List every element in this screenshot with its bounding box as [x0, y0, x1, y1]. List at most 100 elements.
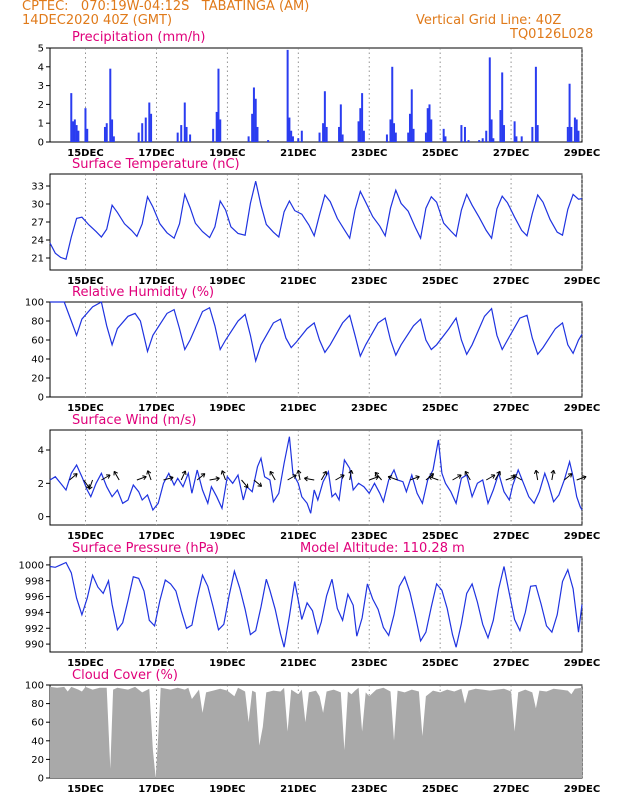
x-tick-label: 25DEC — [422, 784, 458, 795]
wind-arrow — [348, 469, 354, 481]
wind-arrow — [452, 474, 462, 481]
panel-cloud-cover: 15DEC 17DEC 19DEC 21DEC 23DEC 25DEC 27DEC 29DEC… — [25, 668, 600, 795]
wind-arrow — [374, 471, 382, 481]
wind-arrow — [335, 474, 345, 481]
x-tick-label: 19DEC — [209, 531, 245, 542]
precip-bar — [77, 130, 80, 142]
precip-bar — [412, 128, 415, 142]
precip-bar — [520, 136, 523, 142]
plot-frame — [49, 301, 583, 398]
x-tick-label: 27DEC — [493, 148, 529, 159]
wind-arrow — [428, 475, 439, 481]
wind-line — [49, 436, 583, 514]
precip-bar — [391, 66, 394, 142]
x-tick-label: 25DEC — [422, 276, 458, 287]
x-tick-label: 27DEC — [493, 658, 529, 669]
precip-bar — [566, 126, 569, 142]
precip-bar — [300, 130, 303, 142]
wind-arrow — [464, 470, 471, 481]
precip-bar — [536, 125, 539, 142]
wind-arrow — [269, 470, 276, 481]
precip-bar — [322, 123, 325, 142]
wind-arrow — [369, 475, 379, 481]
precip-bar — [325, 126, 328, 142]
x-tick-label: 23DEC — [351, 276, 387, 287]
precip-bar — [290, 130, 293, 142]
wind-arrow — [101, 474, 111, 481]
precipitation-title: Precipitation (mm/h) — [72, 30, 205, 45]
precip-bar — [112, 136, 115, 142]
x-tick-label: 23DEC — [351, 784, 387, 795]
precip-bar — [499, 110, 502, 142]
x-tick-label: 23DEC — [351, 148, 387, 159]
precip-bar — [105, 123, 108, 142]
wind-arrow — [533, 469, 539, 481]
precip-bar — [513, 121, 516, 142]
y-tick-label: 0 — [38, 138, 44, 149]
y-tick-label: 20 — [31, 755, 44, 766]
pressure-line — [49, 561, 583, 648]
x-tick-label: 17DEC — [138, 276, 174, 287]
y-tick-label: 990 — [25, 640, 44, 651]
plot-frame — [49, 173, 583, 271]
precip-bar — [176, 132, 179, 142]
wind-arrow — [409, 475, 420, 481]
header-location: CPTEC: 070:19W-04:12S TABATINGA (AM) — [22, 0, 310, 14]
y-tick-label: 80 — [31, 317, 44, 328]
precip-bar — [444, 136, 447, 142]
wind-arrow — [209, 476, 220, 482]
y-tick-label: 2 — [38, 100, 44, 111]
y-tick-label: 5 — [38, 44, 44, 55]
y-tick-label: 100 — [25, 681, 44, 692]
precip-bar — [573, 117, 576, 142]
wind-arrow — [576, 475, 587, 481]
y-tick-label: 100 — [25, 298, 44, 309]
precip-bar — [217, 68, 220, 142]
wind-arrow — [387, 475, 398, 481]
x-tick-label: 15DEC — [67, 148, 103, 159]
precip-bar — [72, 121, 75, 142]
x-tick-label: 21DEC — [280, 276, 316, 287]
model-altitude-label: Model Altitude: 110.28 m — [300, 541, 465, 556]
y-tick-label: 1 — [38, 119, 44, 130]
x-tick-label: 27DEC — [493, 784, 529, 795]
precip-bar — [463, 126, 466, 142]
x-tick-label: 23DEC — [351, 658, 387, 669]
x-tick-label: 23DEC — [351, 403, 387, 414]
precip-bar — [185, 126, 188, 142]
precip-bar — [212, 128, 215, 142]
header-model-code: TQ0126L028 — [510, 27, 594, 42]
x-tick-label: 21DEC — [280, 658, 316, 669]
wind-arrow — [241, 479, 249, 489]
x-tick-label: 23DEC — [351, 531, 387, 542]
plot-frame — [49, 47, 583, 143]
y-tick-label: 24 — [31, 236, 44, 247]
wind-arrow — [180, 470, 187, 481]
y-tick-label: 994 — [25, 608, 44, 619]
wind-arrow — [563, 473, 573, 481]
wind-arrow — [287, 474, 297, 481]
humidity-line — [50, 301, 583, 364]
precip-bar — [389, 119, 392, 142]
precip-bar — [428, 104, 431, 142]
x-tick-label: 15DEC — [67, 403, 103, 414]
precip-bar — [148, 102, 151, 142]
precip-bar — [70, 93, 73, 142]
x-tick-label: 29DEC — [564, 784, 600, 795]
precip-bar — [385, 134, 388, 142]
precip-bar — [577, 130, 580, 142]
precip-bar — [323, 91, 326, 142]
cloud-cover-area — [50, 686, 582, 778]
x-tick-label: 27DEC — [493, 531, 529, 542]
y-tick-label: 1000 — [19, 560, 44, 571]
precip-bar — [247, 136, 250, 142]
wind-arrow — [69, 473, 78, 481]
precip-bar — [341, 134, 344, 142]
wind-arrow — [485, 474, 496, 481]
precip-bar — [410, 89, 413, 142]
precip-bar — [394, 132, 397, 142]
x-tick-label: 15DEC — [67, 658, 103, 669]
precip-bar — [460, 125, 463, 142]
wind-arrow — [512, 474, 522, 481]
precip-bar — [109, 68, 112, 142]
